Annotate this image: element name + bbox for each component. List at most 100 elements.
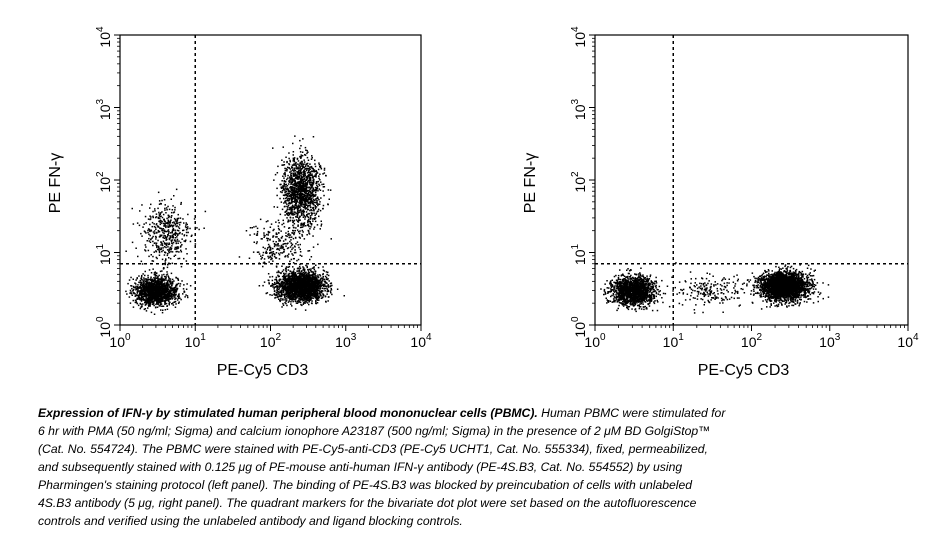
data-point [174, 300, 177, 303]
data-point [168, 208, 171, 211]
data-point [297, 282, 299, 284]
data-point [291, 200, 293, 202]
data-point [301, 201, 303, 204]
data-point [180, 201, 182, 204]
data-point [294, 201, 296, 203]
data-point [301, 270, 303, 272]
data-point [308, 299, 310, 302]
data-point [169, 291, 172, 294]
data-point [288, 272, 291, 275]
data-point [168, 257, 170, 259]
data-point [295, 193, 298, 196]
data-point [178, 257, 181, 260]
data-point [152, 244, 154, 247]
data-point [319, 275, 322, 277]
data-point [303, 287, 305, 289]
data-point [303, 270, 306, 272]
data-point [296, 302, 299, 304]
data-point [282, 302, 284, 305]
data-point [145, 297, 147, 300]
data-point [134, 295, 136, 297]
data-point [135, 294, 137, 296]
data-point [140, 260, 143, 263]
data-point [301, 285, 303, 287]
data-point [276, 281, 278, 283]
data-point [162, 305, 165, 307]
data-point [177, 234, 179, 236]
data-point [168, 230, 170, 233]
data-point [302, 173, 304, 176]
data-point [317, 288, 320, 290]
data-point [286, 210, 288, 212]
data-point [304, 172, 306, 175]
data-point [155, 280, 157, 282]
data-point [185, 239, 187, 241]
data-point [311, 280, 313, 282]
data-point [130, 291, 132, 293]
data-point [311, 200, 314, 202]
data-point [277, 293, 279, 295]
data-point [160, 222, 163, 224]
data-point [175, 290, 178, 293]
data-point [145, 246, 147, 248]
data-point [309, 282, 311, 284]
data-point [130, 285, 133, 287]
data-point [280, 283, 282, 286]
data-point [317, 203, 320, 205]
data-point [317, 285, 319, 288]
data-point [325, 282, 327, 284]
data-point [179, 297, 181, 299]
data-point [316, 298, 319, 300]
data-point [292, 272, 294, 274]
data-point [161, 292, 164, 295]
data-point [155, 298, 158, 300]
data-point [147, 301, 150, 304]
data-point [299, 277, 301, 279]
data-point [169, 290, 171, 293]
data-point [287, 282, 290, 285]
data-point [292, 270, 295, 272]
data-point [301, 298, 304, 300]
data-point [166, 284, 168, 286]
data-point [279, 300, 281, 303]
data-point [297, 299, 299, 302]
data-point [290, 186, 293, 188]
data-point [309, 187, 312, 190]
data-point [284, 287, 287, 289]
data-point [286, 205, 288, 208]
data-point [156, 300, 159, 303]
data-point [134, 292, 136, 295]
data-point [156, 289, 158, 292]
data-point [282, 278, 285, 281]
data-point [288, 167, 290, 169]
data-point [307, 291, 310, 294]
data-point [161, 281, 163, 283]
data-point [169, 278, 172, 280]
data-point [160, 296, 163, 298]
data-point [154, 298, 156, 300]
data-point [148, 283, 151, 285]
data-point [293, 187, 295, 190]
data-point [156, 248, 159, 251]
data-point [283, 274, 286, 276]
data-point [176, 218, 179, 221]
data-point [303, 295, 306, 297]
data-point [315, 190, 317, 192]
data-point [153, 273, 156, 276]
data-point [313, 175, 315, 177]
data-point [304, 185, 306, 187]
data-point [303, 284, 306, 286]
data-point [309, 228, 311, 230]
data-point [183, 240, 185, 242]
data-point [145, 282, 148, 284]
data-point [327, 300, 329, 302]
data-point [274, 294, 277, 296]
data-point [187, 231, 189, 234]
data-point [324, 290, 326, 292]
data-point [276, 282, 279, 284]
data-point [312, 277, 314, 280]
data-point [167, 243, 170, 246]
data-point [304, 301, 306, 304]
data-point [320, 282, 323, 284]
data-point [303, 289, 306, 292]
